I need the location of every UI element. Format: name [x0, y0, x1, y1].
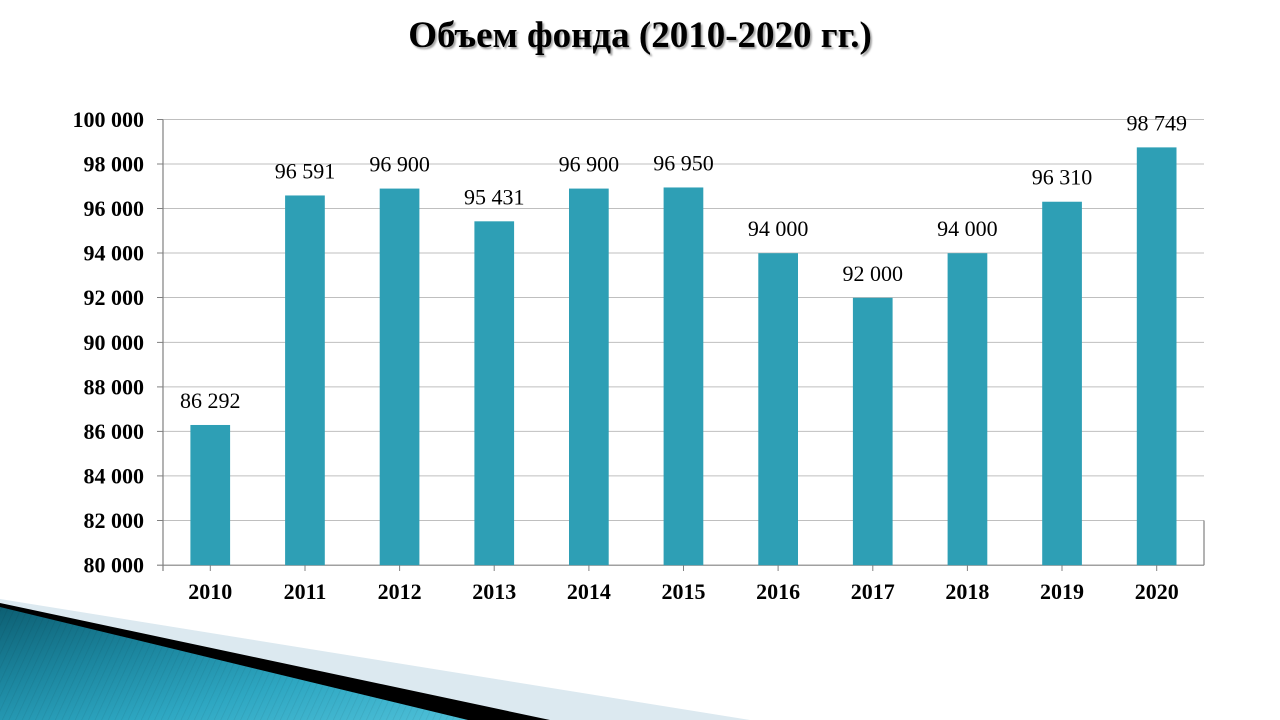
- svg-text:2016: 2016: [756, 579, 800, 604]
- svg-text:2012: 2012: [378, 579, 422, 604]
- svg-text:96 900: 96 900: [369, 152, 430, 177]
- svg-text:92 000: 92 000: [84, 285, 145, 310]
- svg-text:98 749: 98 749: [1126, 110, 1187, 135]
- svg-text:98 000: 98 000: [84, 152, 145, 177]
- svg-text:96 591: 96 591: [275, 159, 336, 184]
- svg-text:94 000: 94 000: [937, 216, 998, 241]
- svg-text:95 431: 95 431: [464, 184, 525, 209]
- svg-text:96 950: 96 950: [653, 151, 714, 176]
- svg-text:96 310: 96 310: [1032, 165, 1093, 190]
- svg-text:94 000: 94 000: [84, 241, 145, 266]
- svg-text:94 000: 94 000: [748, 216, 809, 241]
- svg-text:100 000: 100 000: [73, 107, 145, 132]
- svg-text:2010: 2010: [188, 579, 232, 604]
- svg-text:2015: 2015: [662, 579, 706, 604]
- svg-text:2020: 2020: [1135, 579, 1179, 604]
- svg-text:2019: 2019: [1040, 579, 1084, 604]
- svg-text:2013: 2013: [472, 579, 516, 604]
- svg-text:2011: 2011: [284, 579, 327, 604]
- svg-text:2014: 2014: [567, 579, 611, 604]
- svg-text:2018: 2018: [945, 579, 989, 604]
- svg-text:84 000: 84 000: [84, 463, 145, 488]
- svg-text:88 000: 88 000: [84, 374, 145, 399]
- svg-text:86 292: 86 292: [180, 388, 241, 413]
- svg-text:92 000: 92 000: [843, 261, 904, 286]
- svg-text:80 000: 80 000: [84, 553, 145, 578]
- svg-text:2017: 2017: [851, 579, 895, 604]
- svg-text:96 900: 96 900: [559, 152, 620, 177]
- svg-text:90 000: 90 000: [84, 330, 145, 355]
- svg-text:96 000: 96 000: [84, 196, 145, 221]
- svg-text:82 000: 82 000: [84, 508, 145, 533]
- svg-text:86 000: 86 000: [84, 419, 145, 444]
